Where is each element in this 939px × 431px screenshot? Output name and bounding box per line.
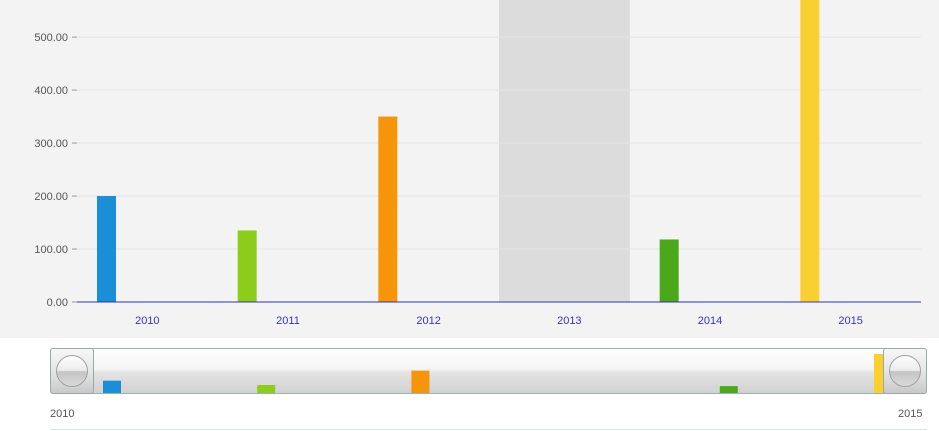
right-handle-knob-icon	[889, 355, 921, 387]
navigator-left-handle[interactable]	[50, 348, 94, 394]
navigator-bar-2014	[719, 386, 738, 393]
navigator-bar-2010	[103, 380, 121, 393]
navigator-bar-2011	[257, 385, 276, 393]
highlight-band	[499, 0, 630, 302]
bar-2010	[97, 196, 116, 302]
navigator-right-handle[interactable]	[883, 348, 927, 394]
y-tick-label: 100.00	[34, 244, 68, 256]
bar-2012	[378, 116, 398, 302]
x-tick-label: 2015	[838, 315, 862, 327]
navigator-bar-2012	[411, 370, 430, 393]
x-tick-label: 2013	[557, 315, 581, 327]
navigator-track[interactable]	[50, 348, 927, 394]
bottom-divider	[50, 429, 927, 430]
chart-plot-area: 0.00 100.00 200.00 300.00 400.00 500.00 2010 20…	[0, 0, 939, 338]
navigator-mini-chart	[103, 354, 892, 393]
bar-2014	[659, 239, 679, 302]
y-tick-label: 500.00	[34, 32, 68, 44]
bar-2011	[237, 230, 257, 302]
y-tick-label: 0.00	[47, 297, 68, 309]
range-navigator[interactable]: 2010 2015	[0, 338, 939, 431]
bar-2015	[800, 0, 820, 302]
x-tick-label: 2011	[276, 315, 300, 327]
y-tick-label: 300.00	[34, 138, 68, 150]
y-tick-label: 200.00	[34, 191, 68, 203]
x-tick-label: 2012	[416, 315, 440, 327]
bar-chart: 0.00 100.00 200.00 300.00 400.00 500.00 2010 20…	[34, 0, 921, 327]
x-tick-label: 2010	[135, 315, 159, 327]
left-handle-knob-icon	[56, 355, 88, 387]
navigator-end-label: 2015	[898, 408, 923, 420]
navigator-start-label: 2010	[50, 408, 75, 420]
y-tick-label: 400.00	[34, 85, 68, 97]
x-tick-label: 2014	[698, 315, 722, 327]
